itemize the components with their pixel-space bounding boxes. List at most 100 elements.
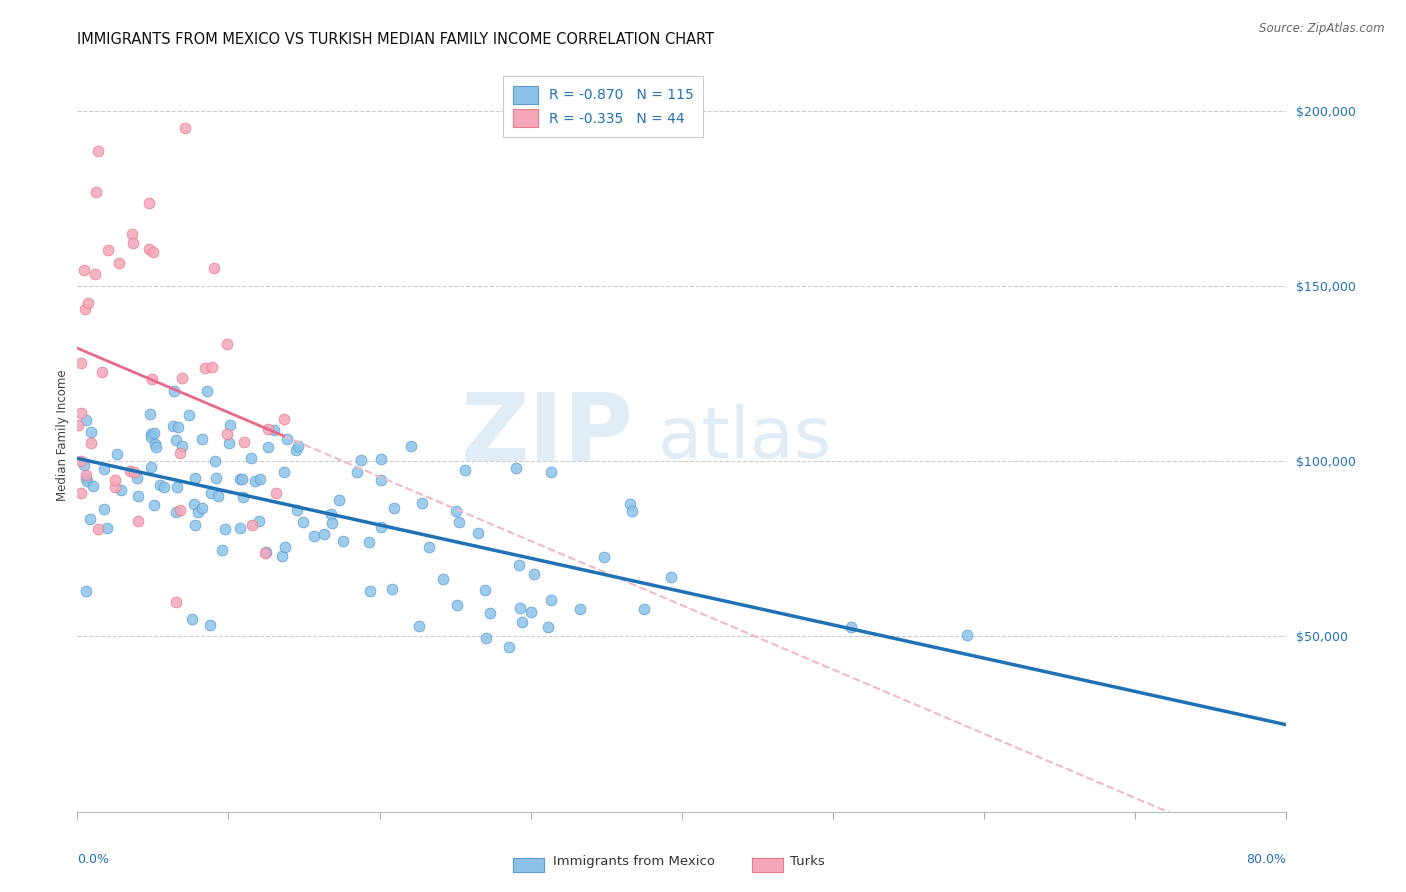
- Point: [512, 615, 534, 629]
- Point: [70, 406, 93, 420]
- Point: [273, 465, 295, 479]
- Point: [75, 584, 97, 599]
- Point: [264, 486, 287, 500]
- Point: [143, 498, 166, 512]
- Point: [179, 409, 201, 423]
- Point: [76, 474, 98, 488]
- Point: [475, 631, 498, 645]
- Point: [447, 515, 470, 529]
- Point: [202, 260, 225, 275]
- Point: [96, 521, 118, 535]
- Point: [314, 527, 336, 541]
- Point: [207, 490, 229, 504]
- Point: [537, 620, 560, 634]
- Point: [105, 447, 128, 461]
- Point: [231, 472, 253, 486]
- Text: Immigrants from Mexico: Immigrants from Mexico: [553, 855, 714, 868]
- Point: [479, 606, 502, 620]
- Point: [418, 540, 440, 554]
- Point: [359, 583, 381, 598]
- Point: [287, 439, 309, 453]
- Point: [291, 515, 314, 529]
- Point: [243, 474, 266, 488]
- Point: [432, 572, 454, 586]
- Point: [104, 473, 127, 487]
- Point: [205, 470, 228, 484]
- Point: [540, 465, 562, 479]
- Point: [118, 464, 141, 478]
- Point: [370, 473, 392, 487]
- Point: [149, 478, 172, 492]
- Point: [408, 619, 430, 633]
- Point: [467, 526, 489, 541]
- Point: [381, 582, 404, 596]
- Point: [93, 501, 115, 516]
- Point: [229, 521, 252, 535]
- Point: [80, 425, 103, 439]
- Point: [505, 460, 527, 475]
- Point: [75, 468, 97, 483]
- Point: [153, 480, 176, 494]
- Point: [350, 453, 373, 467]
- Point: [87, 522, 110, 536]
- Text: Turks: Turks: [790, 855, 825, 868]
- Point: [219, 417, 242, 432]
- Point: [165, 433, 187, 447]
- Text: IMMIGRANTS FROM MEXICO VS TURKISH MEDIAN FAMILY INCOME CORRELATION CHART: IMMIGRANTS FROM MEXICO VS TURKISH MEDIAN…: [77, 32, 714, 47]
- Point: [180, 612, 202, 626]
- Text: 0.0%: 0.0%: [77, 853, 110, 866]
- Point: [454, 463, 477, 477]
- Point: [274, 540, 297, 554]
- Point: [841, 619, 863, 633]
- Point: [232, 490, 254, 504]
- Point: [215, 337, 238, 351]
- Point: [399, 439, 422, 453]
- Point: [284, 442, 307, 457]
- Point: [165, 595, 187, 609]
- Point: [183, 497, 205, 511]
- Point: [77, 296, 100, 310]
- Point: [121, 227, 143, 241]
- Point: [104, 479, 127, 493]
- Point: [141, 427, 163, 442]
- Point: [138, 196, 160, 211]
- Point: [184, 517, 207, 532]
- Point: [194, 361, 217, 376]
- Point: [80, 435, 103, 450]
- Point: [332, 534, 354, 549]
- Point: [138, 242, 160, 256]
- Text: atlas: atlas: [658, 404, 832, 473]
- Point: [142, 245, 165, 260]
- Point: [73, 458, 96, 472]
- Y-axis label: Median Family Income: Median Family Income: [56, 369, 69, 500]
- Point: [121, 236, 143, 251]
- Point: [86, 145, 108, 159]
- Point: [229, 472, 252, 486]
- Point: [127, 471, 149, 485]
- Point: [370, 451, 392, 466]
- Point: [256, 441, 278, 455]
- Point: [276, 432, 298, 446]
- Point: [172, 371, 194, 385]
- Point: [165, 505, 187, 519]
- Point: [141, 429, 163, 443]
- Point: [143, 425, 166, 440]
- Point: [498, 640, 520, 654]
- Text: Source: ZipAtlas.com: Source: ZipAtlas.com: [1260, 22, 1385, 36]
- Point: [956, 628, 979, 642]
- Point: [110, 483, 132, 498]
- Point: [70, 486, 93, 500]
- Point: [93, 462, 115, 476]
- Point: [97, 243, 120, 257]
- Text: 80.0%: 80.0%: [1247, 853, 1286, 866]
- Point: [273, 411, 295, 425]
- Point: [187, 504, 209, 518]
- Point: [370, 520, 392, 534]
- Point: [247, 514, 270, 528]
- Point: [108, 255, 131, 269]
- Point: [67, 417, 90, 432]
- Point: [592, 550, 614, 565]
- Point: [69, 356, 91, 370]
- Point: [263, 423, 285, 437]
- Point: [523, 566, 546, 581]
